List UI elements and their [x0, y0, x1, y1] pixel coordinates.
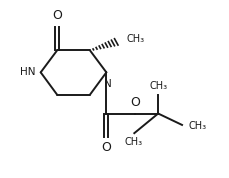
- Text: HN: HN: [19, 67, 35, 77]
- Text: CH₃: CH₃: [188, 121, 206, 131]
- Text: O: O: [52, 9, 62, 22]
- Text: O: O: [101, 140, 111, 153]
- Text: O: O: [129, 96, 139, 109]
- Text: CH₃: CH₃: [124, 137, 142, 147]
- Text: CH₃: CH₃: [126, 34, 144, 44]
- Text: CH₃: CH₃: [148, 81, 166, 91]
- Text: N: N: [104, 79, 112, 89]
